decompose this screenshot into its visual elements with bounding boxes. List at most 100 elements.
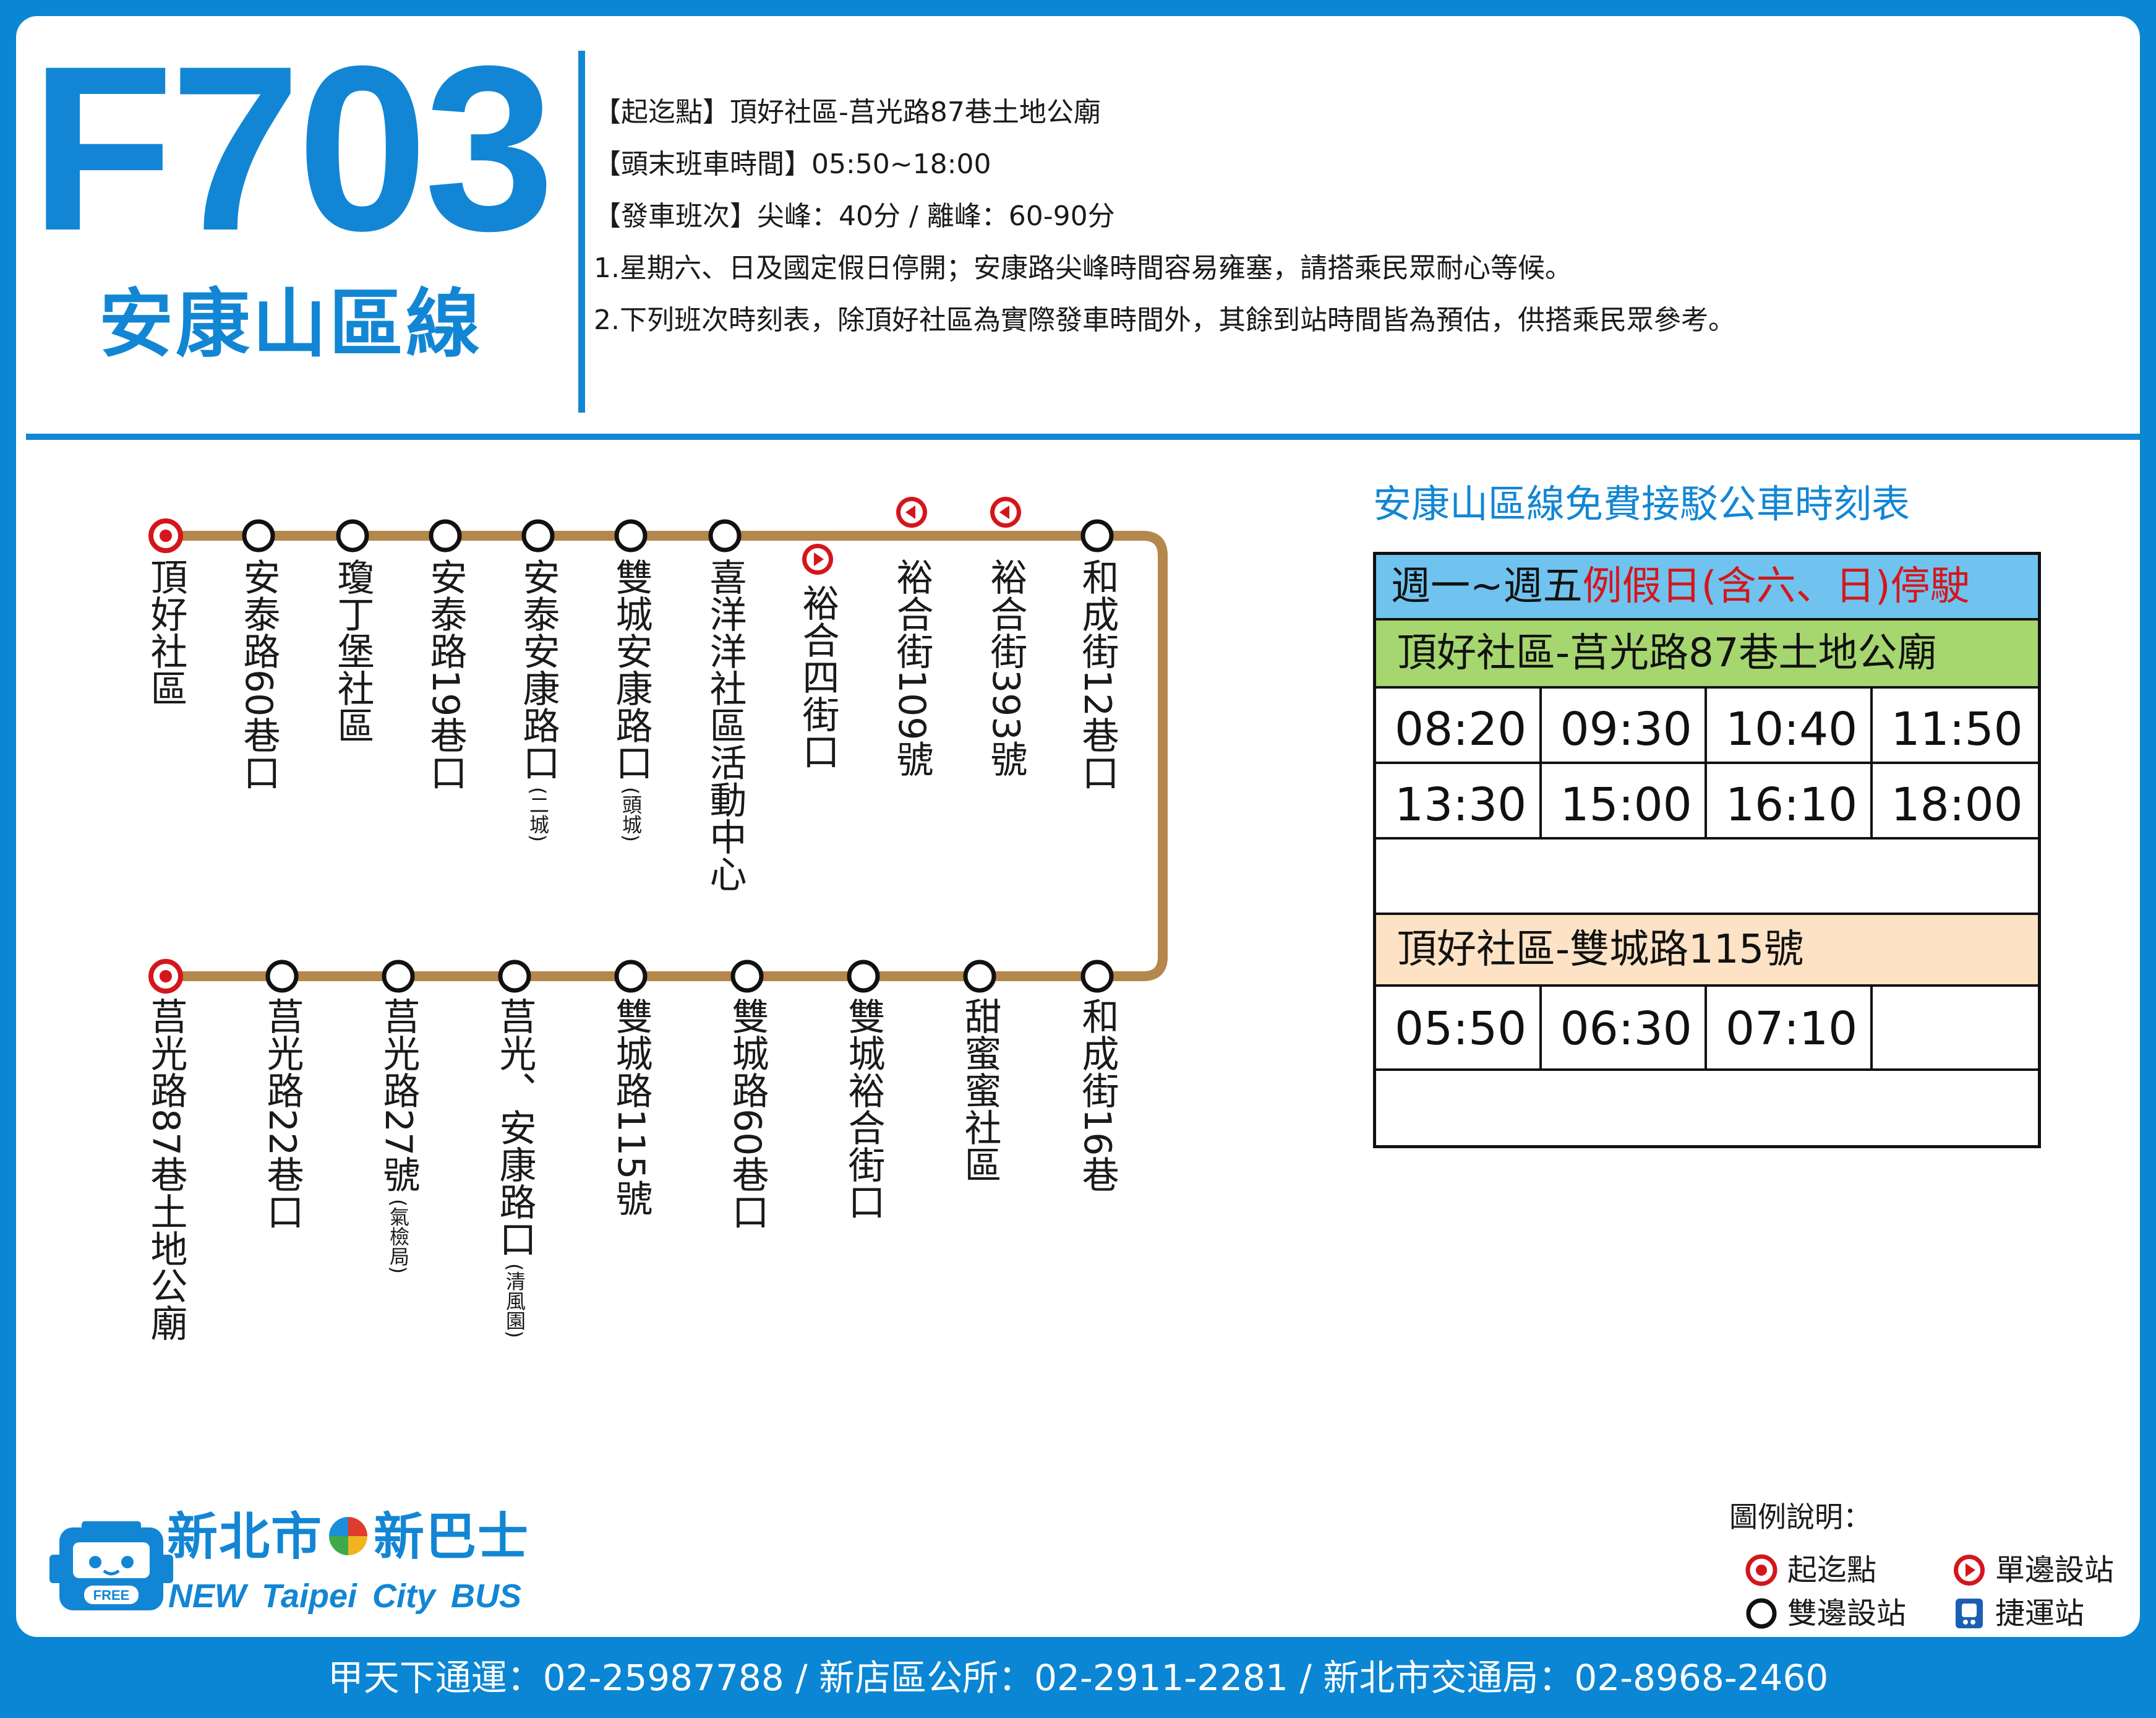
two-side-stop-marker <box>1080 960 1114 993</box>
two-side-stop-marker <box>382 960 415 993</box>
weekday-label: 週一~週五 <box>1391 564 1583 609</box>
stop-label: 安泰路19巷口 <box>424 558 467 791</box>
legend-both-sides-label: 雙邊設站 <box>1787 1596 1907 1631</box>
legend-title: 圖例說明： <box>1729 1500 1872 1534</box>
contact-info: 甲天下通運：02-25987788 / 新店區公所：02-2911-2281 /… <box>327 1657 1829 1699</box>
header-divider-vertical <box>578 51 585 413</box>
two-side-stop-marker <box>242 519 275 552</box>
two-side-stop-marker <box>614 960 648 993</box>
stop-label: 頂好社區 <box>144 558 187 707</box>
stop-label: 莒光路27號 (氣檢局) <box>377 997 420 1274</box>
stop-label: 雙城路60巷口 <box>725 997 769 1231</box>
stop-name-text: 雙城路60巷口 <box>725 997 769 1231</box>
stop-label: 和成街16巷 <box>1076 997 1119 1193</box>
terminal-stop-marker <box>148 959 183 994</box>
stop-name-text: 安泰安康路口 <box>516 558 560 781</box>
stop-name-text: 莒光路22巷口 <box>260 997 304 1231</box>
one-way-stop-marker <box>896 497 927 528</box>
metro-station-icon <box>1956 1599 1983 1628</box>
stop-name-text: 和成街12巷口 <box>1076 558 1119 791</box>
stop-name-text: 雙城安康路口 <box>609 558 652 781</box>
both-sides-stop-icon <box>1746 1598 1777 1629</box>
note-headway: 【發車班次】尖峰：40分 / 離峰：60-90分 <box>594 200 1115 232</box>
two-side-stop-marker <box>336 519 369 552</box>
two-side-stop-marker <box>265 960 299 993</box>
time-cell: 05:50 <box>1376 987 1542 1068</box>
stop-note-text: (頭城) <box>619 787 643 842</box>
header-divider-horizontal <box>26 434 2140 440</box>
stop-label: 裕合四街口 <box>796 584 839 770</box>
logo-wordmark: 新北市 新巴士 <box>167 1506 529 1568</box>
stop-name-text: 頂好社區 <box>144 558 187 707</box>
logo-badge-text: FREE <box>93 1587 130 1603</box>
time-cell: 16:10 <box>1707 764 1873 837</box>
pinwheel-icon <box>329 1517 368 1555</box>
table-row: 05:50 06:30 07:10 <box>1376 987 2038 1071</box>
stop-name-text: 甜蜜蜜社區 <box>958 997 1001 1183</box>
stop-label: 喜洋洋社區活動中心 <box>703 558 746 892</box>
schedule-table: 週一~週五例假日(含六、日)停駛 頂好社區-莒光路87巷土地公廟 08:20 0… <box>1373 552 2041 1148</box>
time-cell: 11:50 <box>1891 703 2023 756</box>
time-cell: 15:00 <box>1542 764 1707 837</box>
stop-name-text: 和成街16巷 <box>1076 997 1119 1193</box>
logo-city: 新北市 <box>167 1508 323 1566</box>
stop-label: 安泰路60巷口 <box>237 558 280 791</box>
legend-terminal-label: 起迄點 <box>1787 1553 1877 1587</box>
route-number: F703 <box>30 17 555 280</box>
one-way-stop-marker <box>802 544 833 575</box>
time-cell: 08:20 <box>1376 689 1542 762</box>
section-header: 頂好社區-莒光路87巷土地公廟 <box>1376 621 2038 689</box>
stop-name-text: 喜洋洋社區活動中心 <box>703 558 746 892</box>
note-weekend: 1.星期六、日及國定假日停開；安康路尖峰時間容易雍塞，請搭乘民眾耐心等候。 <box>594 252 1572 284</box>
stop-label: 莒光路87巷土地公廟 <box>144 997 187 1341</box>
terminal-icon <box>1745 1554 1777 1586</box>
time-cell: 09:30 <box>1542 689 1707 762</box>
two-side-stop-marker <box>614 519 648 552</box>
two-side-stop-marker <box>847 960 880 993</box>
table-row: 13:30 15:00 16:10 18:00 <box>1376 764 2038 840</box>
stop-label: 安泰安康路口 (二城) <box>516 558 560 842</box>
schedule-title: 安康山區線免費接駁公車時刻表 <box>1373 481 1910 526</box>
stop-name-text: 瓊丁堡社區 <box>331 558 374 744</box>
logo-english: NEW Taipei City BUS <box>168 1578 522 1615</box>
stop-name-text: 安泰路19巷口 <box>424 558 467 791</box>
one-way-stop-icon <box>1954 1555 1985 1586</box>
stop-name-text: 裕合四街口 <box>796 584 839 770</box>
time-cell: 07:10 <box>1707 987 1873 1068</box>
route-name: 安康山區線 <box>99 281 482 367</box>
legend-metro-label: 捷運站 <box>1995 1596 2085 1631</box>
route-line <box>166 531 1168 981</box>
note-service-hours: 【頭末班車時間】05:50~18:00 <box>594 148 991 180</box>
stop-name-text: 裕合街393號 <box>984 558 1027 778</box>
holiday-label: 例假日(含六、日)停駛 <box>1582 564 1970 609</box>
stop-name-text: 莒光路27號 <box>377 997 420 1193</box>
stop-label: 和成街12巷口 <box>1076 558 1119 791</box>
legend-one-way-label: 單邊設站 <box>1995 1553 2115 1587</box>
stop-note-text: (氣檢局) <box>387 1199 410 1274</box>
stop-label: 裕合街393號 <box>984 558 1027 778</box>
note-endpoints: 【起迄點】頂好社區-莒光路87巷土地公廟 <box>594 97 1101 128</box>
stop-note-text: (二城) <box>526 787 550 842</box>
two-side-stop-marker <box>730 960 764 993</box>
stop-label: 莒光路22巷口 <box>260 997 304 1231</box>
stop-name-text: 安泰路60巷口 <box>237 558 280 791</box>
service-days: 週一~週五例假日(含六、日)停駛 <box>1376 555 2038 621</box>
logo-service: 新巴士 <box>374 1508 530 1566</box>
time-cell: 06:30 <box>1542 987 1707 1068</box>
stop-name-text: 雙城路115號 <box>609 997 652 1217</box>
time-cell: 18:00 <box>1891 778 2023 831</box>
route-notes: 【起迄點】頂好社區-莒光路87巷土地公廟 【頭末班車時間】05:50~18:00… <box>594 87 1735 346</box>
time-cell: 13:30 <box>1376 764 1542 837</box>
one-way-stop-marker <box>990 497 1021 528</box>
terminal-stop-marker <box>148 518 183 553</box>
stop-name-text: 裕合街109號 <box>890 558 933 778</box>
two-side-stop-marker <box>429 519 462 552</box>
stop-name-text: 莒光、安康路口 <box>493 997 536 1257</box>
section-header: 頂好社區-雙城路115號 <box>1376 915 2038 987</box>
two-side-stop-marker <box>521 519 555 552</box>
stop-label: 雙城安康路口 (頭城) <box>609 558 652 842</box>
time-cell <box>1873 987 2038 1068</box>
time-cell: 10:40 <box>1707 689 1873 762</box>
empty-row <box>1376 840 2038 915</box>
two-side-stop-marker <box>1080 519 1114 552</box>
